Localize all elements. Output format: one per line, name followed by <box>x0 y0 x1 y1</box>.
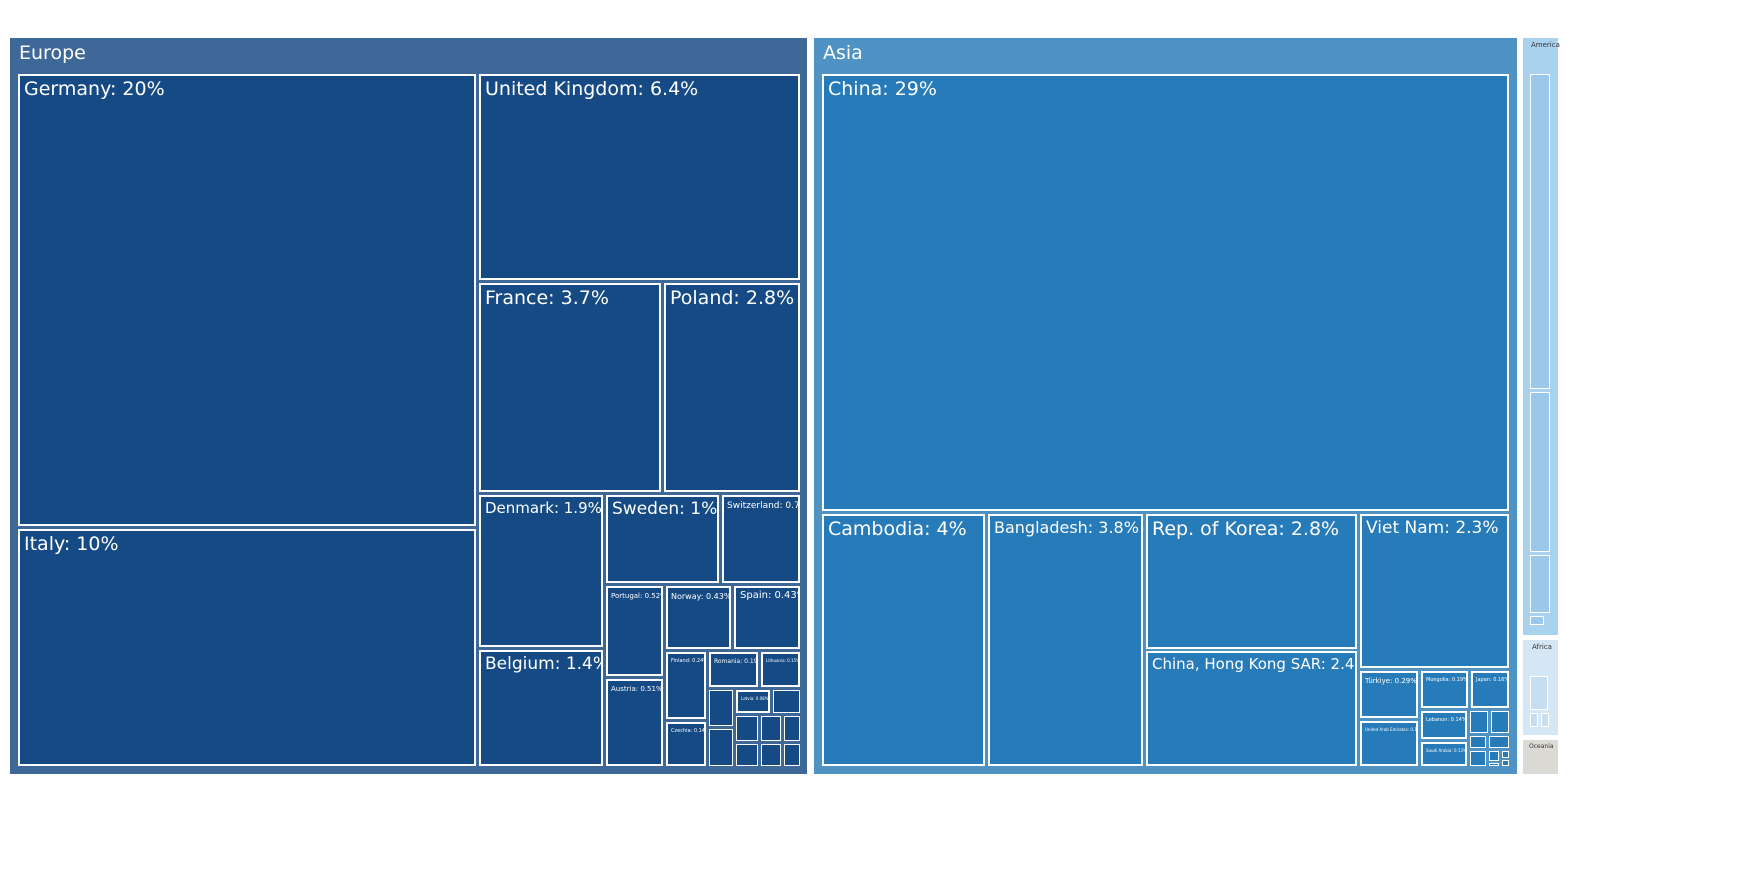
treemap-cell-label: Cambodia: 4% <box>828 518 967 540</box>
treemap-tile-minor <box>1470 711 1488 733</box>
treemap-tile-minor <box>736 716 758 741</box>
group-oceania <box>1523 740 1558 774</box>
treemap-cell-label: China, Hong Kong SAR: 2.4% <box>1152 655 1357 673</box>
treemap-cell[interactable]: China: 29% <box>822 74 1509 511</box>
treemap-cell-label: Switzerland: 0.7% <box>727 501 800 511</box>
treemap-cell[interactable]: Finland: 0.24% <box>666 652 706 719</box>
treemap-cell-label: Latvia: 0.08% <box>741 696 769 701</box>
treemap-cell[interactable]: United Arab Emirates: 0.16% <box>1360 721 1418 766</box>
treemap-cell[interactable]: Denmark: 1.9% <box>479 495 603 647</box>
group-label-america: America <box>1531 41 1560 49</box>
treemap-tile-minor <box>1530 616 1544 625</box>
treemap-cell[interactable]: France: 3.7% <box>479 283 661 492</box>
treemap-cell-label: Poland: 2.8% <box>670 287 795 309</box>
treemap-tile-minor <box>1502 751 1509 758</box>
treemap-cell-label: Portugal: 0.52% <box>611 592 663 600</box>
treemap-tile-minor <box>736 744 758 766</box>
treemap-cell[interactable]: Rep. of Korea: 2.8% <box>1146 514 1357 649</box>
treemap-cell[interactable]: Saudi Arabia: 0.13% <box>1421 742 1467 766</box>
treemap-cell-label: Spain: 0.43% <box>740 590 800 601</box>
treemap-cell[interactable]: Poland: 2.8% <box>664 283 800 492</box>
treemap-tile-minor <box>1541 713 1549 727</box>
treemap-cell-label: United Arab Emirates: 0.16% <box>1365 727 1418 732</box>
treemap-cell-label: Bangladesh: 3.8% <box>994 518 1139 537</box>
treemap-tile-minor <box>761 744 781 766</box>
treemap-cell-label: Austria: 0.51% <box>611 685 663 693</box>
treemap-cell[interactable]: Lithuania: 0.15% <box>761 652 800 687</box>
group-label-asia: Asia <box>823 42 863 64</box>
treemap-cell[interactable]: Bangladesh: 3.8% <box>988 514 1143 766</box>
treemap-cell-label: Türkiye: 0.29% <box>1365 677 1417 685</box>
treemap-cell-label: Saudi Arabia: 0.13% <box>1426 748 1467 753</box>
treemap-cell-label: Czechia: 0.14% <box>671 728 706 734</box>
treemap-cell[interactable]: Norway: 0.43% <box>666 586 731 649</box>
treemap-tile-minor <box>1530 555 1550 613</box>
treemap-tile-minor <box>1502 760 1509 766</box>
treemap-cell-label: Rep. of Korea: 2.8% <box>1152 518 1340 540</box>
treemap-tile-minor <box>1489 751 1499 761</box>
treemap-cell-label: Romania: 0.19% <box>714 658 758 665</box>
treemap-cell[interactable]: Türkiye: 0.29% <box>1360 671 1418 718</box>
treemap-cell-label: Finland: 0.24% <box>671 658 706 664</box>
treemap-cell-label: China: 29% <box>828 78 937 100</box>
treemap-cell[interactable]: Germany: 20% <box>18 74 476 526</box>
treemap-cell-label: Denmark: 1.9% <box>485 499 602 517</box>
treemap-cell-label: Mongolia: 0.19% <box>1426 677 1468 683</box>
treemap-tile-minor <box>784 716 800 741</box>
treemap-cell[interactable]: Austria: 0.51% <box>606 679 663 766</box>
treemap-cell[interactable]: Belgium: 1.4% <box>479 650 603 766</box>
treemap-cell[interactable]: Latvia: 0.08% <box>736 690 770 713</box>
treemap-tile-minor <box>1470 751 1486 766</box>
group-label-africa: Africa <box>1532 643 1552 651</box>
treemap-cell-label: France: 3.7% <box>485 287 609 309</box>
treemap-tile-minor <box>1489 736 1509 748</box>
treemap-tile-minor <box>1491 711 1509 733</box>
treemap-tile-minor <box>761 716 781 741</box>
treemap-cell-label: Belgium: 1.4% <box>485 654 603 674</box>
treemap-cell[interactable]: Viet Nam: 2.3% <box>1360 514 1509 668</box>
treemap-cell[interactable]: United Kingdom: 6.4% <box>479 74 800 280</box>
treemap-cell-label: Lebanon: 0.14% <box>1426 717 1467 723</box>
treemap-tile-minor <box>709 690 733 726</box>
treemap-cell-label: Lithuania: 0.15% <box>766 658 800 663</box>
treemap-cell[interactable]: Switzerland: 0.7% <box>722 495 800 583</box>
treemap-tile-minor <box>1530 713 1538 727</box>
treemap-tile-minor <box>773 690 800 713</box>
treemap-tile-minor <box>1530 74 1550 389</box>
treemap-cell[interactable]: Mongolia: 0.19% <box>1421 671 1468 708</box>
treemap-cell[interactable]: Lebanon: 0.14% <box>1421 711 1467 739</box>
treemap-cell[interactable]: Italy: 10% <box>18 529 476 766</box>
treemap-cell[interactable]: Romania: 0.19% <box>709 652 758 687</box>
treemap-tile-minor <box>1530 392 1550 552</box>
treemap-tile-minor <box>1489 763 1499 766</box>
treemap-cell-label: Sweden: 1% <box>612 499 718 519</box>
treemap-cell[interactable]: Czechia: 0.14% <box>666 722 706 766</box>
treemap-tile-minor <box>1470 736 1486 748</box>
treemap-cell-label: Viet Nam: 2.3% <box>1366 518 1499 538</box>
treemap-tile-minor <box>709 729 733 766</box>
treemap-tile-minor <box>1530 676 1548 710</box>
treemap-cell[interactable]: Portugal: 0.52% <box>606 586 663 676</box>
treemap-cell[interactable]: Sweden: 1% <box>606 495 719 583</box>
treemap-cell[interactable]: Japan: 0.16% <box>1471 671 1509 708</box>
treemap-tile-minor <box>784 744 800 766</box>
treemap-cell-label: United Kingdom: 6.4% <box>485 78 699 100</box>
treemap-cell-label: Italy: 10% <box>24 533 119 555</box>
group-label-europe: Europe <box>19 42 86 64</box>
treemap-cell-label: Japan: 0.16% <box>1476 677 1509 683</box>
treemap-cell[interactable]: Cambodia: 4% <box>822 514 985 766</box>
treemap-cell-label: Germany: 20% <box>24 78 165 100</box>
treemap-cell[interactable]: Spain: 0.43% <box>734 586 800 649</box>
treemap-cell[interactable]: China, Hong Kong SAR: 2.4% <box>1146 651 1357 766</box>
group-label-oceania: Oceania <box>1529 743 1554 750</box>
treemap-cell-label: Norway: 0.43% <box>671 592 731 601</box>
